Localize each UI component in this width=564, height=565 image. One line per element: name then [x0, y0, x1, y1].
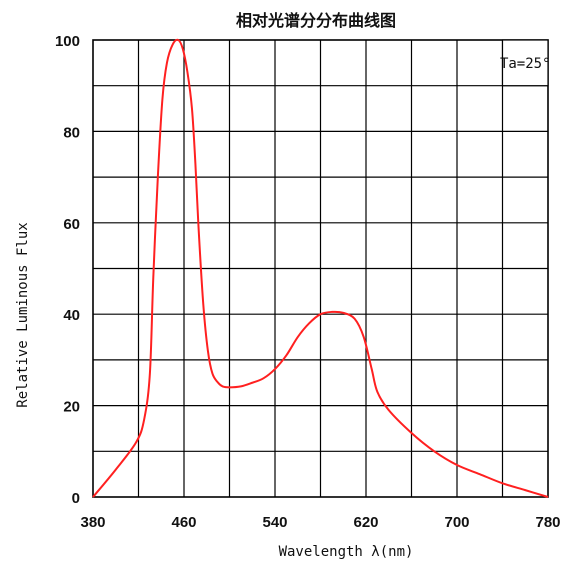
x-tick-label: 700: [444, 514, 469, 531]
y-tick-label: 0: [72, 490, 80, 507]
curve-group: [92, 38, 549, 498]
annotation-frame: [501, 39, 549, 87]
y-tick-label: 80: [63, 124, 80, 141]
tick-labels: 380 460 540 620 700 780 0 20 40 60 80 100: [55, 33, 561, 531]
y-tick-label: 40: [63, 307, 80, 324]
x-tick-label: 380: [80, 514, 105, 531]
y-tick-label: 20: [63, 399, 80, 416]
x-axis-label: Wavelength λ(nm): [279, 544, 414, 560]
spectral-curve: [92, 38, 549, 498]
y-axis-label: Relative Luminous Flux: [15, 222, 31, 407]
x-tick-label: 780: [535, 514, 560, 531]
x-tick-label: 540: [262, 514, 287, 531]
annotation-box: Ta=25°: [500, 39, 551, 87]
plot-frame: [92, 39, 549, 498]
y-tick-label: 60: [63, 216, 80, 233]
x-tick-label: 620: [353, 514, 378, 531]
chart-title: 相对光谱分分布曲线图: [236, 11, 396, 30]
x-tick-label: 460: [171, 514, 196, 531]
y-tick-label: 100: [55, 33, 80, 50]
temperature-note: Ta=25°: [500, 56, 551, 72]
